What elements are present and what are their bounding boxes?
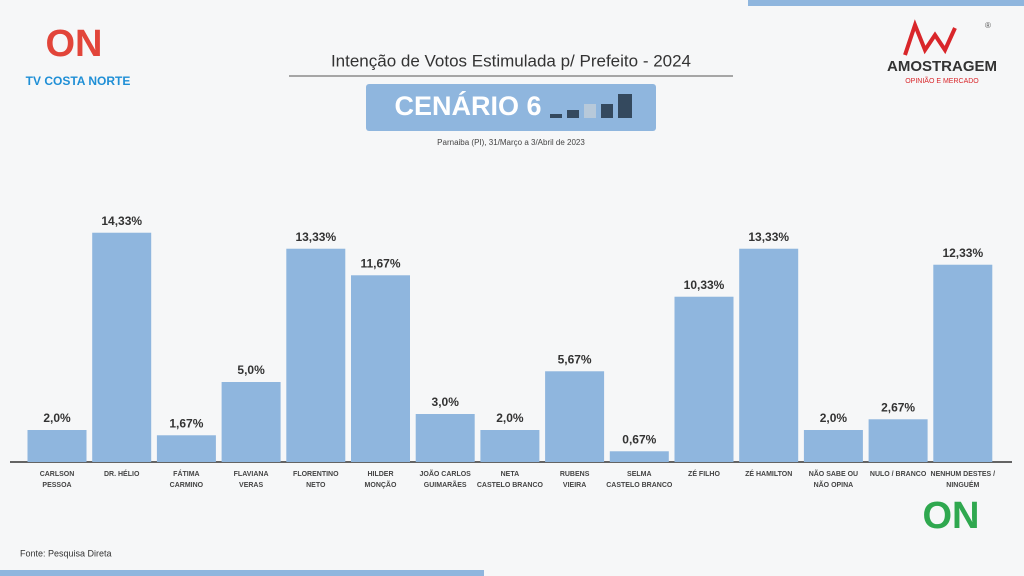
bar: [92, 232, 152, 462]
x-tick-label: PESSOA: [42, 482, 71, 489]
x-tick-label: RUBENS: [560, 471, 590, 478]
x-tick-label: VERAS: [239, 482, 263, 489]
x-tick-label: CASTELO BRANCO: [477, 482, 544, 489]
value-label: 13,33%: [295, 230, 336, 244]
corner-logo: ON: [923, 495, 980, 537]
chart-title: Intenção de Votos Estimulada p/ Prefeito…: [331, 51, 691, 70]
bar: [609, 451, 669, 462]
bar: [221, 382, 281, 462]
x-tick-label: NENHUM DESTES /: [931, 471, 996, 478]
bar: [351, 275, 410, 462]
value-label: 5,0%: [237, 363, 265, 377]
x-tick-label: FLAVIANA: [234, 471, 269, 478]
channel-name: TV COSTA NORTE: [26, 74, 131, 88]
chart-subtitle: Parnaiba (PI), 31/Março a 3/Abril de 202…: [437, 138, 585, 147]
x-tick-label: FLORENTINO: [293, 471, 339, 478]
bottom-band: [0, 570, 484, 576]
x-tick-label: FÁTIMA: [173, 469, 199, 478]
bar: [415, 414, 475, 462]
value-label: 2,0%: [496, 411, 524, 425]
scenario-label: CENÁRIO 6: [394, 90, 541, 121]
bar: [27, 430, 87, 462]
x-tick-label: NINGUÉM: [946, 480, 979, 489]
value-label: 2,0%: [43, 411, 71, 425]
value-label: 2,67%: [881, 400, 915, 414]
top-band: [748, 0, 1024, 6]
x-tick-label: CASTELO BRANCO: [606, 482, 673, 489]
source-note: Fonte: Pesquisa Direta: [20, 548, 112, 558]
x-tick-label: NÃO SABE OU: [809, 469, 858, 478]
company-mark: [903, 19, 957, 56]
value-label: 10,33%: [684, 278, 725, 292]
value-label: 14,33%: [101, 214, 142, 228]
value-label: 11,67%: [360, 256, 400, 270]
x-tick-label: NÃO OPINA: [814, 480, 854, 489]
x-tick-label: ZÉ HAMILTON: [745, 469, 792, 478]
value-label: 12,33%: [942, 246, 983, 260]
badge-squares: [550, 94, 632, 118]
bar: [286, 248, 346, 462]
bar: [739, 248, 799, 462]
bar: [674, 296, 734, 462]
value-label: 2,0%: [820, 411, 848, 425]
company-tagline: OPINIÃO E MERCADO: [905, 76, 979, 85]
x-tick-label: NULO / BRANCO: [870, 471, 927, 478]
company-name: AMOSTRAGEM: [887, 58, 997, 75]
bar: [545, 371, 605, 462]
bar: [803, 430, 863, 462]
x-tick-label: ZÉ FILHO: [688, 469, 720, 478]
value-label: 1,67%: [169, 416, 203, 430]
registered: ®: [985, 21, 991, 30]
channel-logo: ON: [46, 23, 103, 65]
bar: [933, 264, 993, 462]
x-tick-label: DR. HÉLIO: [104, 469, 140, 478]
bar: [156, 435, 216, 462]
x-tick-label: MONÇÃO: [365, 480, 397, 489]
x-tick-label: VIEIRA: [563, 482, 586, 489]
value-label: 13,33%: [748, 230, 789, 244]
x-tick-label: SELMA: [627, 471, 652, 478]
x-tick-label: CARMINO: [170, 482, 204, 489]
x-tick-label: NETA: [501, 471, 520, 478]
x-tick-label: HILDER: [367, 471, 393, 478]
scenario-badge: [366, 84, 656, 131]
bar: [868, 419, 928, 462]
value-label: 3,0%: [432, 395, 460, 409]
x-tick-label: JOÃO CARLOS: [420, 469, 472, 478]
value-label: 0,67%: [622, 432, 656, 446]
bar: [480, 430, 540, 462]
x-tick-label: CARLSON: [40, 471, 75, 478]
x-tick-label: GUIMARÃES: [424, 480, 467, 489]
x-tick-label: NETO: [306, 482, 326, 489]
value-label: 5,67%: [558, 352, 592, 366]
